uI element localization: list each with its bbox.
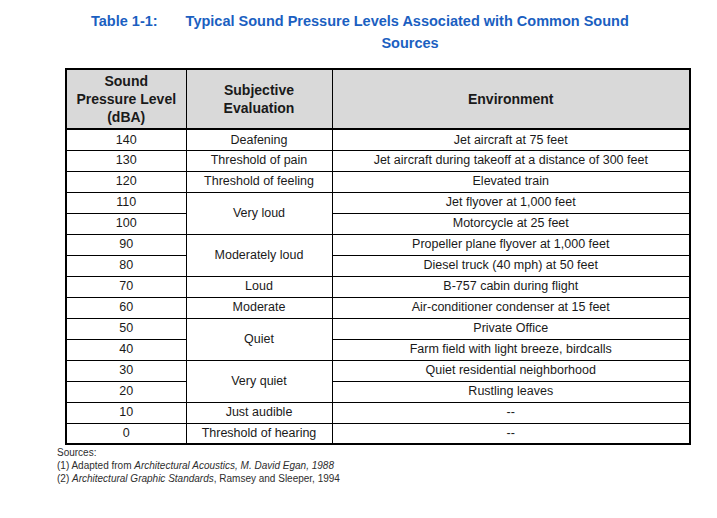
cell-dba: 130 (66, 150, 186, 171)
cell-environment: B-757 cabin during flight (332, 276, 690, 297)
cell-dba: 100 (66, 213, 186, 234)
cell-dba: 10 (66, 402, 186, 423)
table-row: 50QuietPrivate Office (66, 318, 690, 339)
cell-environment: Elevated train (332, 171, 690, 192)
cell-evaluation: Threshold of hearing (186, 423, 332, 444)
cell-dba: 40 (66, 339, 186, 360)
cell-environment: -- (332, 402, 690, 423)
cell-dba: 90 (66, 234, 186, 255)
cell-evaluation: Deafening (186, 129, 332, 150)
cell-dba: 50 (66, 318, 186, 339)
cell-environment: Rustling leaves (332, 381, 690, 402)
cell-dba: 80 (66, 255, 186, 276)
sources-block: Sources: (1) Adapted from Architectural … (57, 446, 340, 485)
cell-environment: Jet aircraft during takeoff at a distanc… (332, 150, 690, 171)
sound-pressure-table: SoundPressure Level(dBA)SubjectiveEvalua… (65, 68, 691, 445)
cell-dba: 60 (66, 297, 186, 318)
cell-dba: 140 (66, 129, 186, 150)
cell-environment: Air-conditioner condenser at 15 feet (332, 297, 690, 318)
table-row: 70LoudB-757 cabin during flight (66, 276, 690, 297)
cell-dba: 70 (66, 276, 186, 297)
cell-environment: Motorcycle at 25 feet (332, 213, 690, 234)
sources-label: Sources: (57, 446, 340, 459)
table-row: 60ModerateAir-conditioner condenser at 1… (66, 297, 690, 318)
table-row: 110Very loudJet flyover at 1,000 feet (66, 192, 690, 213)
cell-evaluation: Just audible (186, 402, 332, 423)
header-cell-sound-pressure-level: SoundPressure Level(dBA) (66, 69, 186, 129)
table-title-line2: Sources (381, 35, 438, 51)
cell-evaluation: Quiet (186, 318, 332, 360)
cell-evaluation: Moderate (186, 297, 332, 318)
cell-evaluation: Threshold of pain (186, 150, 332, 171)
table-row: 20 Rustling leaves (66, 381, 690, 402)
page: Table 1-1: Typical Sound Pressure Levels … (0, 0, 717, 518)
table-row: 100 Motorcycle at 25 feet (66, 213, 690, 234)
cell-evaluation: Very loud (186, 192, 332, 234)
cell-environment: Propeller plane flyover at 1,000 feet (332, 234, 690, 255)
cell-dba: 20 (66, 381, 186, 402)
table-row: 120Threshold of feelingElevated train (66, 171, 690, 192)
cell-evaluation: Moderately loud (186, 234, 332, 276)
cell-environment: Jet aircraft at 75 feet (332, 129, 690, 150)
table-title-text: Typical Sound Pressure Levels Associated… (186, 13, 629, 29)
cell-dba: 110 (66, 192, 186, 213)
source-line: (1) Adapted from Architectural Acoustics… (57, 459, 340, 472)
header-row: SoundPressure Level(dBA)SubjectiveEvalua… (66, 69, 690, 129)
cell-dba: 120 (66, 171, 186, 192)
cell-dba: 30 (66, 360, 186, 381)
table-row: 10Just audible-- (66, 402, 690, 423)
table-row: 140DeafeningJet aircraft at 75 feet (66, 129, 690, 150)
table-row: 80 Diesel truck (40 mph) at 50 feet (66, 255, 690, 276)
table-row: 90Moderately loudPropeller plane flyover… (66, 234, 690, 255)
table-row: 0Threshold of hearing-- (66, 423, 690, 444)
header-cell-subjective-evaluation: SubjectiveEvaluation (186, 69, 332, 129)
cell-evaluation: Loud (186, 276, 332, 297)
table-row: 130Threshold of painJet aircraft during … (66, 150, 690, 171)
cell-environment: Jet flyover at 1,000 feet (332, 192, 690, 213)
cell-environment: Private Office (332, 318, 690, 339)
cell-environment: Farm field with light breeze, birdcalls (332, 339, 690, 360)
source-line: (2) Architectural Graphic Standards, Ram… (57, 472, 340, 485)
cell-environment: -- (332, 423, 690, 444)
cell-environment: Quiet residential neighborhood (332, 360, 690, 381)
table-row: 30Very quietQuiet residential neighborho… (66, 360, 690, 381)
header-cell-environment: Environment (332, 69, 690, 129)
table-row: 40 Farm field with light breeze, birdcall… (66, 339, 690, 360)
cell-evaluation: Threshold of feeling (186, 171, 332, 192)
table-title-label: Table 1-1: (91, 13, 158, 29)
table-title: Table 1-1: Typical Sound Pressure Levels … (91, 13, 629, 29)
cell-evaluation: Very quiet (186, 360, 332, 402)
cell-environment: Diesel truck (40 mph) at 50 feet (332, 255, 690, 276)
cell-dba: 0 (66, 423, 186, 444)
